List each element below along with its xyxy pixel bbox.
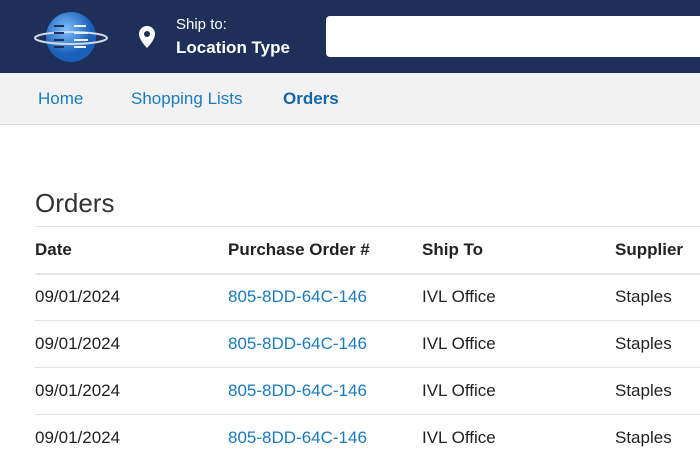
po-link[interactable]: 805-8DD-64C-146 [228, 381, 367, 400]
nav-shopping-lists[interactable]: Shopping Lists [131, 89, 243, 108]
date-cell: 09/01/2024 [35, 414, 228, 462]
table-row: 09/01/2024 805-8DD-64C-146 IVL Office Stapl… [35, 414, 700, 462]
ship-to-cell: IVL Office [422, 414, 615, 462]
po-link[interactable]: 805-8DD-64C-146 [228, 334, 367, 353]
po-cell: 805-8DD-64C-146 [228, 320, 422, 368]
ship-to-label: Ship to: [176, 16, 227, 33]
search-input[interactable] [326, 16, 700, 57]
date-cell: 09/01/2024 [35, 367, 228, 415]
ship-to-cell: IVL Office [422, 367, 615, 415]
column-ship-to: Ship To [422, 226, 615, 275]
globe-logo[interactable] [34, 11, 108, 63]
main-nav: Home Shopping Lists Orders [0, 73, 700, 125]
page-title: Orders [35, 188, 115, 218]
po-cell: 805-8DD-64C-146 [228, 367, 422, 415]
po-cell: 805-8DD-64C-146 [228, 414, 422, 462]
orders-table: Date Purchase Order # Ship To Supplier 0… [35, 226, 700, 462]
nav-orders[interactable]: Orders [283, 89, 339, 108]
supplier-cell: Staples [615, 367, 700, 415]
supplier-cell: Staples [615, 414, 700, 462]
ship-to-location[interactable]: Location Type [176, 38, 290, 57]
ship-to-cell: IVL Office [422, 320, 615, 368]
table-header-row: Date Purchase Order # Ship To Supplier [35, 226, 700, 275]
column-date: Date [35, 226, 228, 275]
table-row: 09/01/2024 805-8DD-64C-146 IVL Office Stapl… [35, 273, 700, 321]
po-link[interactable]: 805-8DD-64C-146 [228, 428, 367, 448]
table-row: 09/01/2024 805-8DD-64C-146 IVL Office Stapl… [35, 367, 700, 415]
date-cell: 09/01/2024 [35, 273, 228, 321]
date-cell: 09/01/2024 [35, 320, 228, 368]
header: Ship to: Location Type [0, 0, 700, 73]
table-row: 09/01/2024 805-8DD-64C-146 IVL Office Stapl… [35, 320, 700, 368]
ship-to-cell: IVL Office [422, 273, 615, 321]
supplier-cell: Staples [615, 273, 700, 321]
column-po: Purchase Order # [228, 226, 422, 275]
supplier-cell: Staples [615, 320, 700, 368]
po-link[interactable]: 805-8DD-64C-146 [228, 287, 367, 307]
column-supplier: Supplier [615, 226, 700, 275]
location-pin-icon[interactable] [138, 26, 156, 48]
po-cell: 805-8DD-64C-146 [228, 273, 422, 321]
nav-home[interactable]: Home [38, 89, 84, 108]
